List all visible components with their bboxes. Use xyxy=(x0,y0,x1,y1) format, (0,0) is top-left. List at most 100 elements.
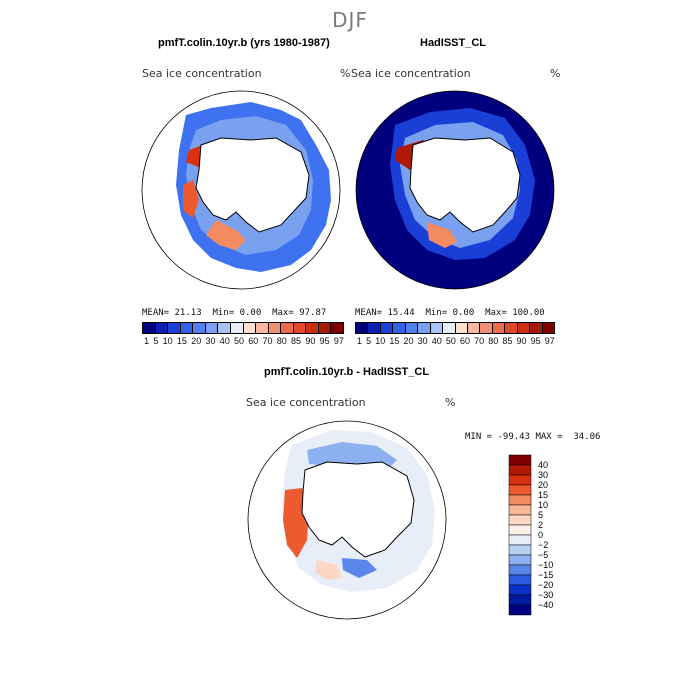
difference-unit: % xyxy=(445,396,456,409)
colorbar-swatch xyxy=(306,323,319,333)
panel-2-unit: % xyxy=(550,67,561,80)
diff-colorbar-label: −10 xyxy=(538,560,553,570)
colorbar-tick-label: 80 xyxy=(488,336,499,346)
colorbar-swatch xyxy=(368,323,381,333)
diff-colorbar-label: 5 xyxy=(538,510,543,520)
colorbar-swatch xyxy=(380,323,394,333)
diff-colorbar-label: 10 xyxy=(538,500,548,510)
colorbar-swatch xyxy=(205,323,219,333)
colorbar-tick-label: 40 xyxy=(431,336,442,346)
colorbar-swatch xyxy=(218,323,231,333)
colorbar-swatch xyxy=(155,323,169,333)
diff-colorbar-label: −40 xyxy=(538,600,553,610)
diff-colorbar-swatch xyxy=(508,534,532,546)
diff-colorbar-swatch xyxy=(508,584,532,596)
diff-colorbar-label: 30 xyxy=(538,470,548,480)
diff-pink-area xyxy=(315,560,342,580)
colorbar-swatch xyxy=(193,323,206,333)
diff-colorbar-label: −20 xyxy=(538,580,553,590)
panel-1-unit: % xyxy=(340,67,351,80)
diff-colorbar-swatch xyxy=(508,484,532,496)
colorbar-swatch xyxy=(530,323,543,333)
colorbar-swatch xyxy=(467,323,481,333)
diff-colorbar-swatch xyxy=(508,494,532,506)
colorbar-swatch xyxy=(517,323,531,333)
antarctic-continent xyxy=(409,137,521,233)
diff-colorbar-swatch xyxy=(508,514,532,526)
diff-colorbar-label: 2 xyxy=(538,520,543,530)
amundsen-ice xyxy=(183,180,199,218)
colorbar-swatch xyxy=(492,323,506,333)
diff-colorbar-label: −2 xyxy=(538,540,548,550)
colorbar-tick-label: 80 xyxy=(276,336,287,346)
colorbar-tick-label: 20 xyxy=(403,336,414,346)
colorbar-swatch xyxy=(256,323,269,333)
colorbar-tick-label: 20 xyxy=(191,336,202,346)
colorbar-tick-label: 70 xyxy=(262,336,273,346)
colorbar-swatch xyxy=(443,323,456,333)
colorbar-tick-label: 50 xyxy=(233,336,244,346)
difference-map xyxy=(247,420,447,620)
diff-colorbar-label: 20 xyxy=(538,480,548,490)
panel-1-field-label: Sea ice concentration xyxy=(142,67,262,80)
colorbar-tick-label: 1 xyxy=(357,336,363,346)
colorbar-tick-label: 95 xyxy=(530,336,541,346)
diff-colorbar-swatch xyxy=(508,594,532,606)
diff-colorbar-swatch xyxy=(508,574,532,586)
colorbar-tick-label: 85 xyxy=(291,336,302,346)
colorbar-swatch xyxy=(356,323,369,333)
panel-2-field-label: Sea ice concentration xyxy=(351,67,471,80)
diff-colorbar-label: −5 xyxy=(538,550,548,560)
diff-colorbar-swatch xyxy=(508,454,532,466)
antarctic-continent xyxy=(301,461,415,558)
colorbar-tick-label: 95 xyxy=(319,336,330,346)
colorbar-tick-label: 30 xyxy=(417,336,428,346)
diff-colorbar-swatch xyxy=(508,504,532,516)
colorbar-tick-label: 5 xyxy=(153,336,159,346)
panel-1-stats: MEAN= 21.13 Min= 0.00 Max= 97.87 xyxy=(142,308,327,318)
colorbar-tick-label: 90 xyxy=(516,336,527,346)
panel-2-colorbar-ticks: 1 5 10 15 20 30 40 50 60 70 80 85 90 95 97 xyxy=(355,336,557,346)
colorbar-tick-label: 97 xyxy=(544,336,555,346)
diff-colorbar-label: 40 xyxy=(538,460,548,470)
difference-field-label: Sea ice concentration xyxy=(246,396,366,409)
diff-blue-patches xyxy=(342,558,377,578)
colorbar-swatch xyxy=(268,323,282,333)
colorbar-tick-label: 30 xyxy=(205,336,216,346)
panel-1-colorbar-ticks: 1 5 10 15 20 30 40 50 60 70 80 85 90 95 97 xyxy=(142,336,346,346)
ross-ice xyxy=(206,220,246,250)
diff-colorbar-label: 0 xyxy=(538,530,543,540)
panel-2-stats: MEAN= 15.44 Min= 0.00 Max= 100.00 xyxy=(355,308,545,318)
panel-2-title: HadISST_CL xyxy=(420,37,487,49)
diff-colorbar-swatch xyxy=(508,474,532,486)
panel-1-title: pmfT.colin.10yr.b (yrs 1980-1987) xyxy=(158,37,330,49)
panel-1-colorbar xyxy=(142,322,344,334)
colorbar-tick-label: 60 xyxy=(248,336,259,346)
diff-colorbar-swatch xyxy=(508,564,532,576)
colorbar-tick-label: 40 xyxy=(219,336,230,346)
colorbar-tick-label: 60 xyxy=(460,336,471,346)
page-title: DJF xyxy=(332,8,368,32)
colorbar-tick-label: 90 xyxy=(305,336,316,346)
ross-ice xyxy=(427,222,457,248)
antarctic-continent xyxy=(195,137,310,233)
panel-2-colorbar xyxy=(355,322,555,334)
colorbar-tick-label: 10 xyxy=(162,336,173,346)
difference-title: pmfT.colin.10yr.b - HadISST_CL xyxy=(264,366,430,378)
colorbar-swatch xyxy=(281,323,294,333)
colorbar-swatch xyxy=(230,323,244,333)
colorbar-swatch xyxy=(505,323,518,333)
diff-colorbar-swatch xyxy=(508,554,532,566)
difference-range: MIN = -99.43 MAX = 34.06 xyxy=(465,432,601,442)
colorbar-swatch xyxy=(243,323,257,333)
diff-colorbar-swatch xyxy=(508,524,532,536)
colorbar-swatch xyxy=(430,323,444,333)
diff-colorbar-label: −30 xyxy=(538,590,553,600)
colorbar-tick-label: 97 xyxy=(333,336,344,346)
diff-colorbar-label: −15 xyxy=(538,570,553,580)
colorbar-tick-label: 1 xyxy=(144,336,150,346)
colorbar-tick-label: 50 xyxy=(445,336,456,346)
colorbar-swatch xyxy=(143,323,156,333)
colorbar-tick-label: 10 xyxy=(375,336,386,346)
